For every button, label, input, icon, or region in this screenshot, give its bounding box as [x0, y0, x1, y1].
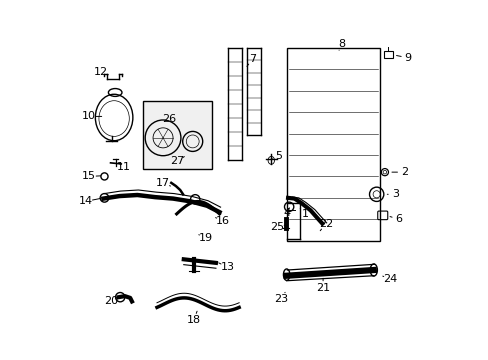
Text: 19: 19 [199, 233, 213, 243]
Text: 2: 2 [400, 167, 407, 177]
Text: 20: 20 [104, 296, 119, 306]
Text: 6: 6 [394, 214, 402, 224]
Text: 21: 21 [315, 283, 329, 293]
Text: 1: 1 [301, 209, 308, 219]
Text: 8: 8 [337, 39, 345, 49]
Text: 15: 15 [82, 171, 96, 181]
Text: 27: 27 [170, 157, 184, 166]
Text: 9: 9 [404, 53, 411, 63]
Text: 10: 10 [82, 111, 96, 121]
Text: 7: 7 [249, 54, 256, 64]
Text: 4: 4 [283, 208, 289, 218]
Text: 14: 14 [78, 197, 92, 206]
Text: 26: 26 [162, 114, 176, 124]
Bar [383, 51, 392, 58]
Bar [287, 48, 380, 241]
Text: 12: 12 [94, 67, 108, 77]
Text: 17: 17 [156, 178, 170, 188]
Text: 13: 13 [220, 262, 234, 272]
Text: 22: 22 [318, 219, 332, 229]
Text: 18: 18 [186, 315, 201, 325]
Text: 23: 23 [273, 294, 287, 303]
Bar [142, 102, 212, 169]
Text: 25: 25 [270, 222, 284, 232]
Text: 11: 11 [117, 162, 130, 172]
Text: 5: 5 [275, 151, 282, 161]
Text: 24: 24 [382, 274, 397, 284]
Text: 3: 3 [391, 189, 398, 199]
Text: 16: 16 [216, 216, 229, 226]
